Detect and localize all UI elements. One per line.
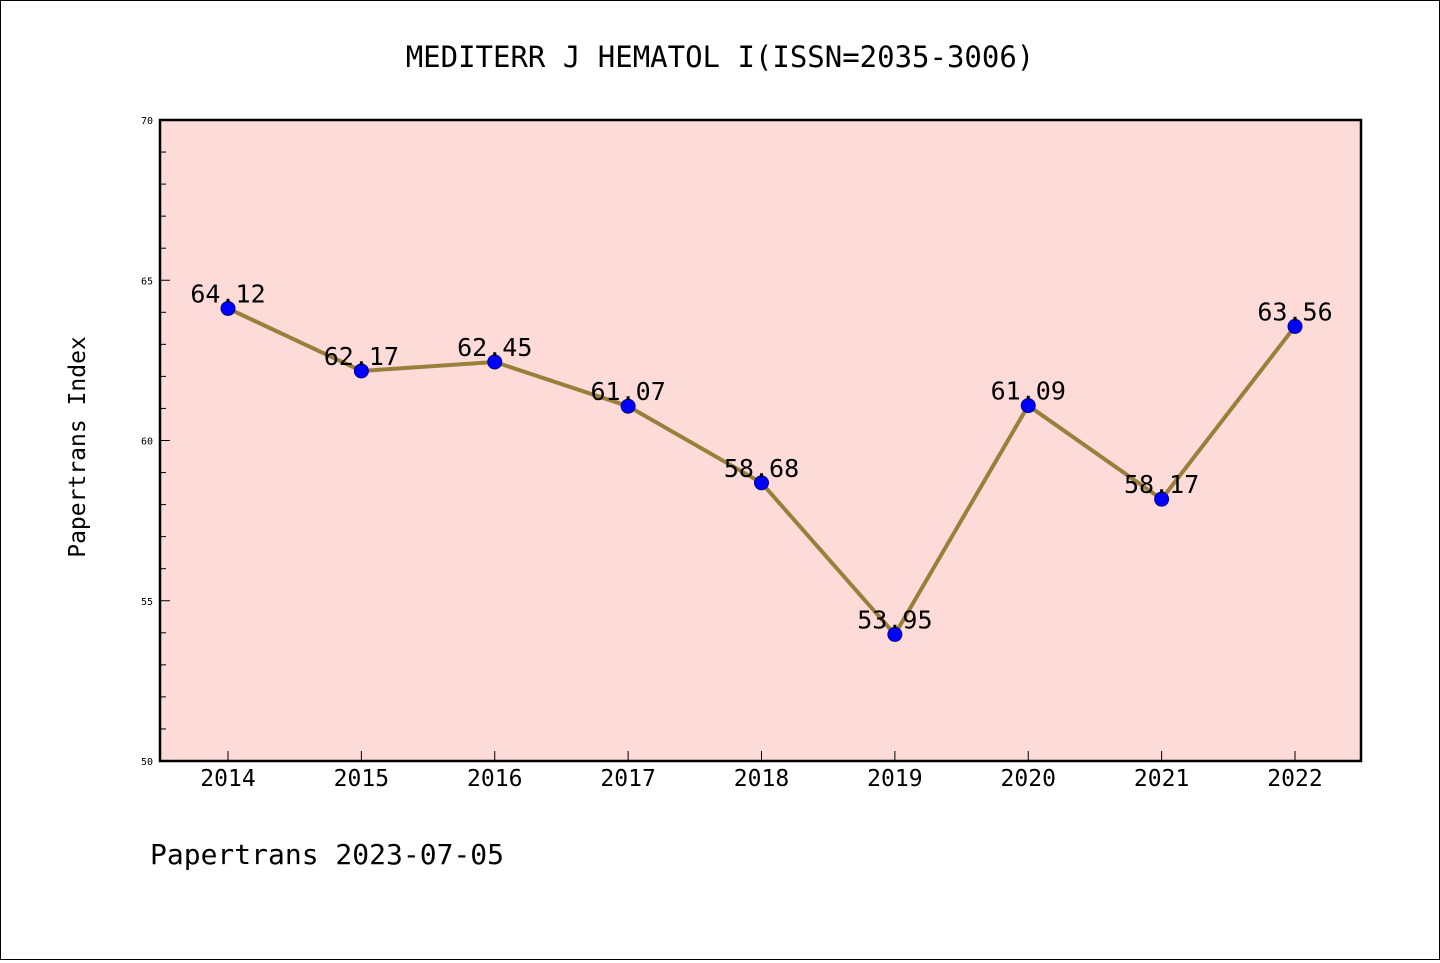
data-point [754, 475, 769, 491]
data-point [1154, 491, 1170, 507]
x-axis-ticks: 2014 2015 2016 2017 2018 2019 2020 2021 2022 [200, 751, 1323, 792]
x-tick-label: 2021 [1134, 766, 1189, 792]
data-label: 62.45 [457, 333, 532, 362]
data-point [1020, 398, 1036, 414]
y-tick-label: 65 [141, 276, 153, 287]
x-tick-label: 2014 [200, 766, 255, 792]
data-label: 53.95 [857, 605, 932, 634]
data-point [620, 398, 636, 414]
chart-title: MEDITERR J HEMATOL I(ISSN=2035-3006) [406, 40, 1035, 74]
y-tick-label: 55 [141, 597, 153, 608]
data-label: 63.56 [1257, 297, 1332, 326]
x-tick-label: 2019 [867, 766, 922, 792]
data-point [887, 626, 903, 642]
x-tick-label: 2017 [600, 766, 655, 792]
y-axis-label: Papertrans Index [65, 336, 91, 558]
data-label: 64.12 [190, 279, 265, 308]
y-tick-label: 50 [141, 757, 153, 768]
data-point [1287, 318, 1303, 334]
x-tick-label: 2015 [334, 766, 389, 792]
x-tick-label: 2018 [734, 766, 789, 792]
data-point [353, 363, 369, 379]
data-label: 58.68 [724, 454, 799, 483]
data-points [220, 300, 1303, 642]
data-label: 61.09 [991, 377, 1066, 406]
data-point [487, 354, 503, 370]
footer-source-date: Papertrans 2023-07-05 [150, 838, 504, 871]
y-axis-ticks: 50 55 60 65 70 [141, 116, 170, 768]
data-point [220, 300, 236, 316]
y-tick-label: 70 [141, 116, 153, 127]
data-label: 58.17 [1124, 470, 1199, 499]
x-tick-label: 2016 [467, 766, 522, 792]
y-tick-label: 60 [141, 437, 153, 448]
data-label: 61.07 [590, 377, 665, 406]
x-tick-label: 2022 [1267, 766, 1322, 792]
data-label: 62.17 [324, 342, 399, 371]
plot-area [158, 118, 1363, 763]
x-tick-label: 2020 [1001, 766, 1056, 792]
data-labels: 64.12 62.17 62.45 61.07 58.68 53.95 61.09 58.17… [190, 279, 1332, 634]
